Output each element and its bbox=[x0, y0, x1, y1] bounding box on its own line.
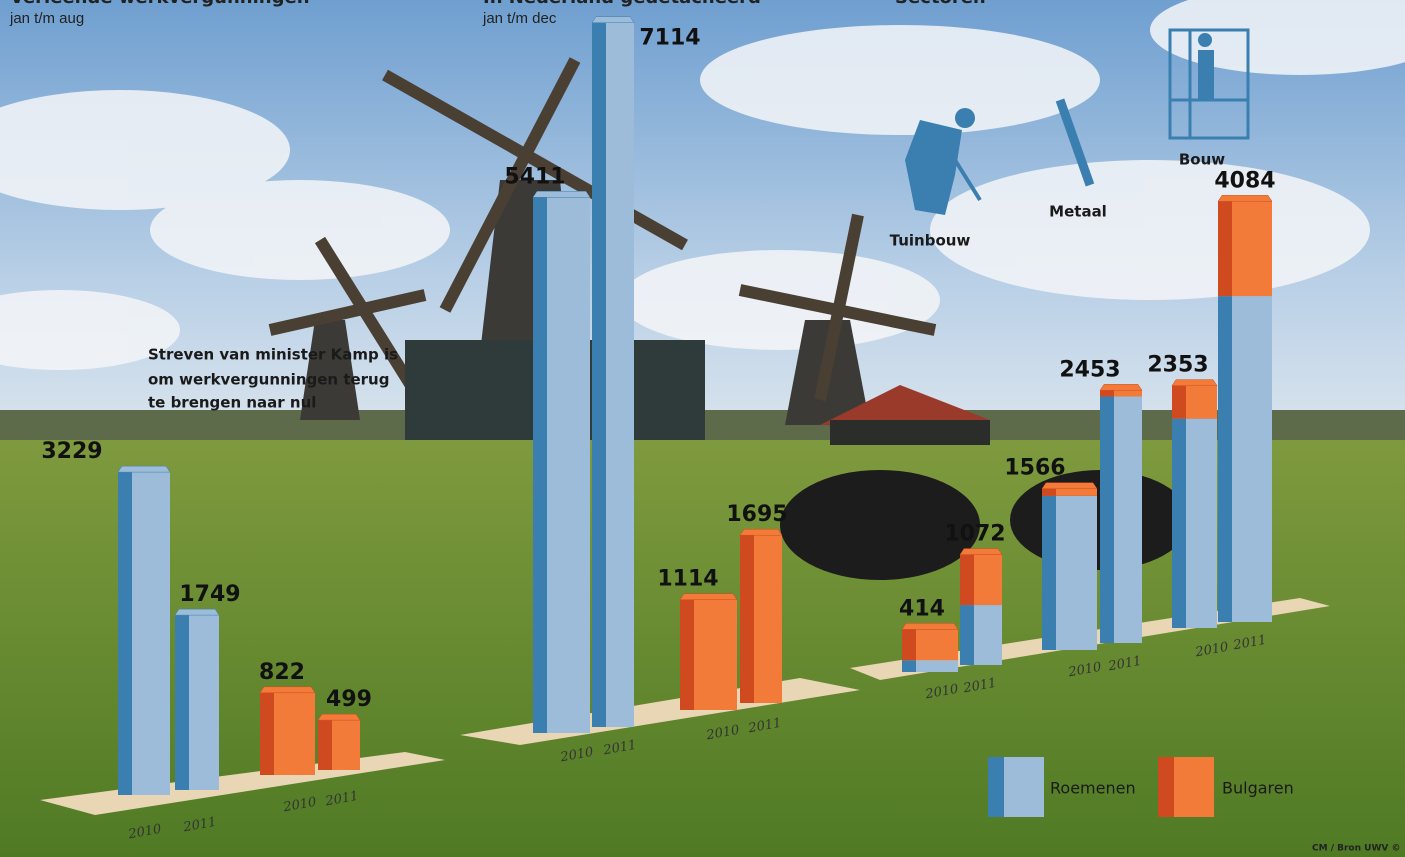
bar-shade bbox=[680, 599, 694, 710]
bar-shade bbox=[1100, 390, 1114, 397]
value-label: 2353 bbox=[1147, 353, 1208, 378]
x-tick-label: 2011 bbox=[746, 716, 782, 737]
x-tick-label: 2010 bbox=[923, 682, 959, 703]
bar-shade bbox=[260, 692, 274, 775]
value-label: 1072 bbox=[944, 522, 1005, 547]
value-label: 3229 bbox=[41, 439, 102, 464]
bar-shade bbox=[1042, 495, 1056, 650]
chart-title: Verleende werkvergunningen bbox=[10, 0, 310, 8]
x-tick-label: 2011 bbox=[1231, 633, 1267, 654]
bar-shade bbox=[902, 660, 916, 672]
bar-shade bbox=[960, 605, 974, 665]
value-label: 5411 bbox=[504, 164, 565, 189]
bar-shade bbox=[118, 472, 132, 795]
value-label: 822 bbox=[259, 660, 305, 685]
bar bbox=[1100, 390, 1142, 397]
value-label: 1566 bbox=[1004, 456, 1065, 481]
bar-cap bbox=[591, 16, 635, 23]
bar-cap bbox=[679, 593, 738, 600]
bar-shade bbox=[902, 629, 916, 661]
chart-subtitle: jan t/m aug bbox=[9, 10, 84, 27]
bar-shade bbox=[740, 535, 754, 703]
bar-cap bbox=[959, 548, 1003, 555]
x-tick-label: 2010 bbox=[1066, 660, 1102, 681]
bar-cap bbox=[259, 686, 316, 694]
bar-cap bbox=[1171, 379, 1218, 386]
bar-cap bbox=[532, 191, 591, 198]
x-tick-label: 2011 bbox=[181, 815, 217, 836]
bar-shade bbox=[960, 554, 974, 606]
bar-shade bbox=[533, 197, 547, 733]
bar-shade bbox=[1042, 488, 1056, 496]
bar bbox=[902, 660, 958, 672]
bar-cap bbox=[901, 623, 959, 630]
bar-shade bbox=[175, 615, 189, 790]
sector-label: Metaal bbox=[1049, 203, 1107, 221]
annotation: Streven van minister Kamp is bbox=[148, 346, 398, 364]
annotation: om werkvergunningen terug bbox=[148, 371, 389, 389]
value-label: 499 bbox=[326, 687, 372, 712]
bar bbox=[1042, 488, 1097, 496]
x-tick-label: 2011 bbox=[323, 789, 359, 810]
bar-shade bbox=[1172, 385, 1186, 419]
value-label: 1114 bbox=[657, 567, 718, 592]
bar-cap bbox=[317, 713, 361, 721]
chart-title: Sectoren bbox=[895, 0, 986, 8]
x-tick-label: 2010 bbox=[126, 822, 162, 843]
sector-label: Bouw bbox=[1179, 151, 1225, 169]
value-label: 7114 bbox=[639, 26, 700, 51]
bar-cap bbox=[174, 608, 220, 616]
legend-swatch-shade bbox=[988, 757, 1004, 817]
x-tick-label: 2010 bbox=[558, 745, 594, 766]
bar-shade bbox=[318, 720, 332, 770]
legend-swatch-shade bbox=[1158, 757, 1174, 817]
bar-cap bbox=[117, 465, 171, 473]
value-label: 414 bbox=[899, 596, 945, 621]
x-tick-label: 2010 bbox=[281, 795, 317, 816]
x-tick-label: 2010 bbox=[704, 723, 740, 744]
annotation: te brengen naar nul bbox=[148, 394, 316, 412]
legend-label: Bulgaren bbox=[1222, 779, 1294, 798]
source: CM / Bron UWV © bbox=[1312, 844, 1400, 854]
value-label: 2453 bbox=[1059, 357, 1120, 382]
x-tick-label: 2011 bbox=[1106, 654, 1142, 675]
x-tick-label: 2011 bbox=[961, 676, 997, 697]
x-tick-label: 2010 bbox=[1193, 640, 1229, 661]
bar-shade bbox=[1218, 201, 1232, 297]
bar-cap bbox=[1041, 482, 1098, 489]
x-tick-label: 2011 bbox=[601, 738, 637, 759]
chart-title: In Nederland gedetacheerd bbox=[483, 0, 761, 8]
legend-label: Roemenen bbox=[1050, 779, 1136, 798]
bar-shade bbox=[592, 22, 606, 728]
bar-shade bbox=[1218, 296, 1232, 622]
bar-cap bbox=[739, 528, 783, 536]
headings: Verleende werkvergunningen jan t/m aug I… bbox=[9, 0, 1400, 854]
chart-subtitle: jan t/m dec bbox=[482, 10, 557, 27]
sector-label: Tuinbouw bbox=[890, 232, 971, 250]
bar-shade bbox=[1100, 396, 1114, 643]
bar-cap bbox=[1099, 384, 1143, 391]
value-label: 4084 bbox=[1214, 168, 1275, 193]
value-label: 1695 bbox=[726, 502, 787, 527]
bar-shade bbox=[1172, 418, 1186, 628]
value-label: 1749 bbox=[179, 582, 240, 607]
sector-icons bbox=[905, 28, 1250, 215]
bar-cap bbox=[1217, 195, 1273, 202]
